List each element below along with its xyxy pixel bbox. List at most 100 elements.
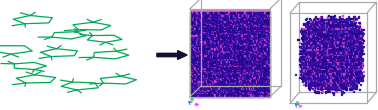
Bar (198, 78, 199, 79)
Bar (239, 78, 240, 79)
Bar (199, 87, 200, 89)
Bar (201, 45, 202, 46)
Bar (198, 73, 199, 74)
Bar (203, 56, 204, 57)
Bar (269, 16, 270, 17)
Bar (258, 82, 259, 83)
Bar (354, 29, 355, 30)
Bar (220, 33, 221, 34)
Bar (222, 46, 223, 47)
Bar (190, 56, 191, 57)
Bar (201, 19, 202, 20)
Bar (192, 90, 193, 91)
Bar (334, 74, 335, 75)
Bar (350, 72, 352, 74)
Bar (237, 85, 238, 86)
Bar (349, 64, 350, 65)
Bar (195, 87, 197, 89)
Bar (223, 62, 224, 63)
Bar (362, 79, 363, 81)
Bar (193, 49, 194, 50)
Bar (239, 45, 240, 46)
Bar (235, 35, 237, 36)
Bar (326, 71, 327, 72)
Bar (220, 25, 221, 26)
Bar (250, 52, 251, 53)
Bar (214, 65, 215, 66)
Bar (263, 53, 264, 54)
Bar (203, 69, 204, 70)
Bar (361, 49, 362, 50)
Bar (258, 56, 259, 57)
Bar (190, 75, 191, 76)
Bar (329, 58, 330, 60)
Bar (350, 68, 352, 69)
Bar (353, 78, 354, 79)
Bar (306, 18, 307, 19)
Bar (232, 78, 233, 79)
Bar (338, 28, 339, 29)
Bar (231, 64, 232, 65)
Bar (355, 57, 356, 58)
Bar (341, 81, 342, 82)
Bar (253, 71, 254, 72)
Bar (193, 57, 194, 58)
Bar (233, 83, 234, 84)
Bar (190, 93, 191, 94)
Bar (235, 65, 237, 66)
Bar (234, 94, 235, 96)
Bar (242, 39, 243, 40)
Bar (218, 66, 219, 67)
Bar (330, 63, 332, 64)
Bar (355, 68, 356, 69)
Bar (223, 45, 224, 46)
Bar (330, 89, 332, 90)
Bar (338, 32, 339, 33)
Bar (321, 30, 322, 32)
Bar (191, 79, 192, 80)
Bar (303, 61, 304, 62)
Bar (230, 49, 231, 50)
Bar (217, 53, 218, 54)
Bar (242, 86, 243, 87)
Bar (355, 58, 356, 60)
Bar (261, 16, 262, 17)
Bar (215, 70, 217, 71)
Bar (232, 31, 233, 32)
Bar (198, 51, 199, 52)
Bar (207, 53, 208, 54)
Bar (318, 72, 319, 74)
Bar (342, 72, 343, 74)
Bar (268, 82, 269, 83)
Bar (256, 29, 257, 30)
Bar (209, 57, 210, 58)
Bar (194, 84, 195, 85)
Bar (340, 43, 341, 44)
Bar (313, 37, 314, 39)
Bar (333, 44, 334, 46)
Bar (254, 77, 256, 78)
Bar (318, 18, 319, 19)
Bar (243, 70, 244, 71)
Bar (215, 84, 217, 85)
Bar (338, 65, 339, 67)
Bar (356, 32, 358, 33)
Bar (310, 44, 311, 46)
Bar (352, 47, 353, 48)
Bar (256, 36, 257, 37)
Bar (223, 71, 224, 72)
Bar (361, 46, 362, 47)
Bar (354, 65, 355, 67)
Bar (218, 30, 219, 31)
Bar (219, 67, 220, 69)
Bar (302, 54, 303, 55)
Bar (336, 72, 338, 74)
Bar (328, 51, 329, 53)
Bar (208, 31, 209, 32)
Bar (252, 49, 253, 50)
Bar (204, 73, 205, 74)
Bar (330, 67, 332, 68)
Bar (320, 44, 321, 46)
Bar (218, 29, 219, 30)
Bar (259, 12, 260, 13)
